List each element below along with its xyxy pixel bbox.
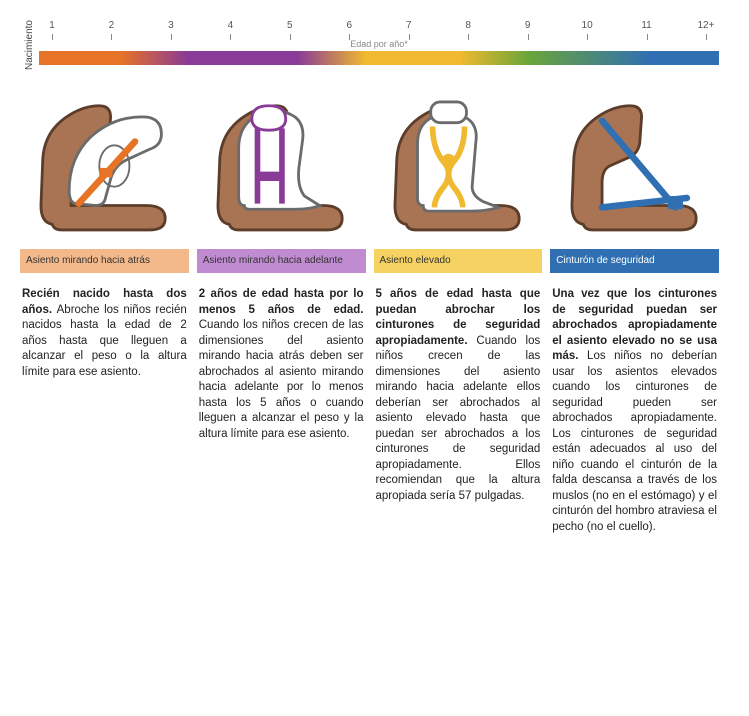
age-ticks: 1 2 3 4 5 6 7 8 9 10 11 12+ xyxy=(39,20,719,31)
axis-column: 1 2 3 4 5 6 7 8 9 10 11 12+ Edad por año* xyxy=(39,20,719,70)
stage-column: Asiento mirando hacia atrás Recién nacido… xyxy=(20,88,189,535)
stage-description: 2 años de edad hasta por lo menos 5 años… xyxy=(197,287,366,442)
age-gradient-bar xyxy=(39,51,719,65)
age-tick: 12+ xyxy=(697,20,715,31)
birth-label: Nacimiento xyxy=(20,20,39,70)
stage-description: 5 años de edad hasta que puedan abrochar… xyxy=(374,287,543,504)
age-axis: Nacimiento 1 2 3 4 5 6 7 8 9 10 11 12+ Edad por año… xyxy=(20,20,719,70)
stage-label-bar: Asiento mirando hacia atrás xyxy=(20,249,189,273)
age-tick: 5 xyxy=(281,20,299,31)
seat-illustration xyxy=(374,88,543,243)
age-tick: 9 xyxy=(519,20,537,31)
age-caption: Edad por año* xyxy=(39,39,719,49)
seat-illustration xyxy=(197,88,366,243)
age-tick: 4 xyxy=(221,20,239,31)
stage-column: Asiento mirando hacia adelante 2 años de … xyxy=(197,88,366,535)
age-tick: 1 xyxy=(43,20,61,31)
stage-heading: 2 años de edad hasta por lo menos 5 años… xyxy=(199,288,364,316)
stage-body: Los niños no deberían usar los asientos … xyxy=(552,350,717,533)
stage-description: Una vez que los cinturones de seguridad … xyxy=(550,287,719,535)
stage-body: Cuando los niños crecen de las dimension… xyxy=(376,335,541,502)
stage-label-bar: Cinturón de seguridad xyxy=(550,249,719,273)
stage-description: Recién nacido hasta dos años. Abroche lo… xyxy=(20,287,189,380)
age-tick: 6 xyxy=(340,20,358,31)
stage-body: Cuando los niños crecen de las dimension… xyxy=(199,319,364,440)
age-tick: 11 xyxy=(638,20,656,31)
seat-illustration xyxy=(550,88,719,243)
age-tick: 10 xyxy=(578,20,596,31)
stage-columns: Asiento mirando hacia atrás Recién nacido… xyxy=(20,88,719,535)
stage-label-bar: Asiento mirando hacia adelante xyxy=(197,249,366,273)
age-tick: 3 xyxy=(162,20,180,31)
stage-label-bar: Asiento elevado xyxy=(374,249,543,273)
stage-column: Cinturón de seguridad Una vez que los cin… xyxy=(550,88,719,535)
age-tick: 7 xyxy=(400,20,418,31)
stage-column: Asiento elevado 5 años de edad hasta que … xyxy=(374,88,543,535)
seat-illustration xyxy=(20,88,189,243)
age-tick: 8 xyxy=(459,20,477,31)
age-tick: 2 xyxy=(102,20,120,31)
